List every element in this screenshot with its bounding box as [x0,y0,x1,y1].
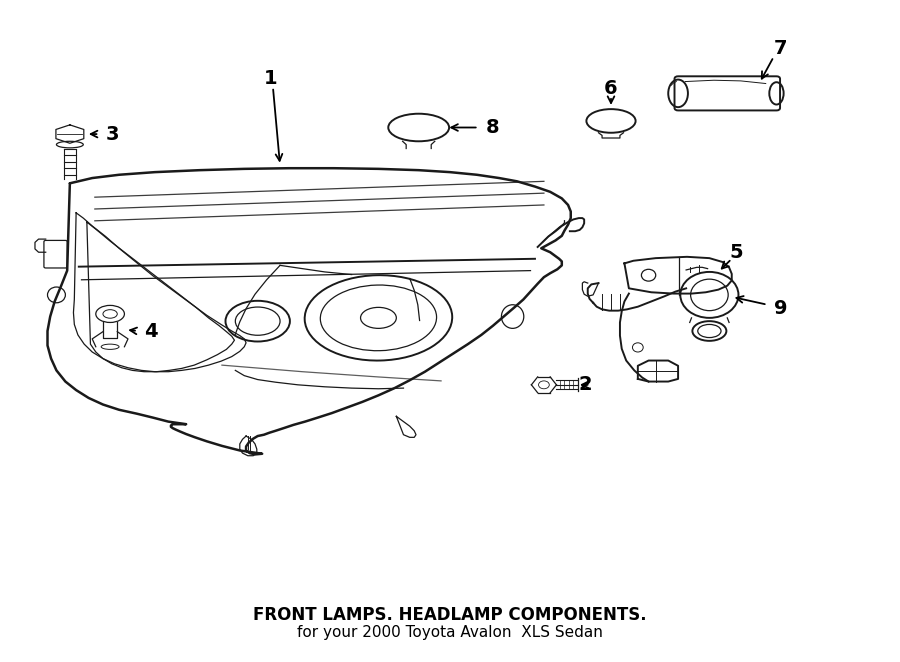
Text: 6: 6 [604,79,617,97]
Text: 8: 8 [486,118,500,137]
Text: 4: 4 [144,322,158,340]
Text: 5: 5 [729,243,743,261]
Text: 1: 1 [265,69,278,88]
Text: 3: 3 [105,124,119,144]
Text: FRONT LAMPS. HEADLAMP COMPONENTS.: FRONT LAMPS. HEADLAMP COMPONENTS. [253,606,647,624]
Text: 7: 7 [774,39,788,58]
Text: for your 2000 Toyota Avalon  XLS Sedan: for your 2000 Toyota Avalon XLS Sedan [297,626,603,640]
Text: 2: 2 [579,375,592,395]
Text: 9: 9 [774,299,788,318]
